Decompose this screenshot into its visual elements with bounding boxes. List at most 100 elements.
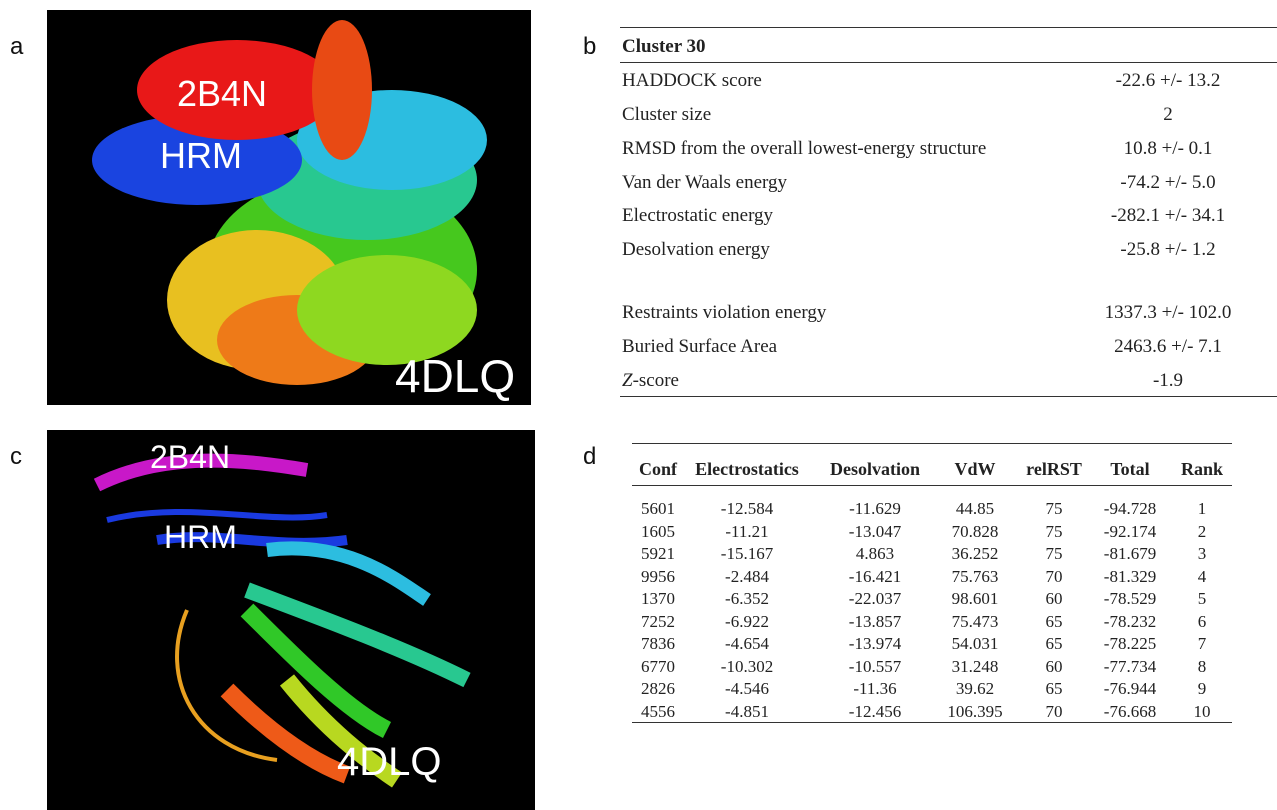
row-label: HADDOCK score	[622, 71, 762, 90]
cell: 36.252	[952, 545, 999, 562]
cell: -76.944	[1104, 680, 1156, 697]
cell: 75	[1046, 545, 1063, 562]
cell: 70	[1046, 568, 1063, 585]
cell: 4	[1198, 568, 1207, 585]
cell: -78.232	[1104, 613, 1156, 630]
cell: -78.529	[1104, 590, 1156, 607]
rule	[620, 62, 1277, 63]
cell: 106.395	[947, 703, 1002, 720]
row-label: Buried Surface Area	[622, 337, 777, 356]
cell: 65	[1046, 635, 1063, 652]
row-label: Cluster size	[622, 105, 711, 124]
image-label: HRM	[160, 135, 242, 176]
column-header: relRST	[1026, 460, 1082, 478]
cell: 70.828	[952, 523, 999, 540]
cell: -11.36	[853, 680, 896, 697]
rule	[620, 396, 1277, 397]
row-value: -22.6 +/- 13.2	[1116, 71, 1221, 90]
column-header: Rank	[1181, 460, 1223, 478]
image-label: 4DLQ	[337, 740, 442, 784]
cell: -12.456	[849, 703, 901, 720]
row-label: Z-score	[622, 371, 679, 390]
cell: 9	[1198, 680, 1207, 697]
cell: -4.851	[725, 703, 769, 720]
cell: 39.62	[956, 680, 994, 697]
cell: -13.047	[849, 523, 901, 540]
cell: -78.225	[1104, 635, 1156, 652]
cell: -77.734	[1104, 658, 1156, 675]
cell: 5601	[641, 500, 675, 517]
cell: -94.728	[1104, 500, 1156, 517]
cell: 10	[1194, 703, 1211, 720]
row-value: 10.8 +/- 0.1	[1124, 139, 1213, 158]
row-label: Restraints violation energy	[622, 303, 826, 322]
image-label: 2B4N	[177, 73, 267, 114]
row-value: 2463.6 +/- 7.1	[1114, 337, 1222, 356]
cell: 75.473	[952, 613, 999, 630]
cell: 54.031	[952, 635, 999, 652]
cell: -22.037	[849, 590, 901, 607]
cell: -4.546	[725, 680, 769, 697]
cell: 60	[1046, 658, 1063, 675]
row-value: -25.8 +/- 1.2	[1120, 240, 1215, 259]
cell: 65	[1046, 613, 1063, 630]
rule	[632, 722, 1232, 723]
cell: -6.352	[725, 590, 769, 607]
cell: 2	[1198, 523, 1207, 540]
cell: -76.668	[1104, 703, 1156, 720]
cell: 1605	[641, 523, 675, 540]
cell: 7836	[641, 635, 675, 652]
panel-label: d	[583, 443, 596, 471]
cell: 44.85	[956, 500, 994, 517]
image-label: 4DLQ	[395, 350, 515, 402]
cell: 75	[1046, 500, 1063, 517]
row-label: Van der Waals energy	[622, 173, 787, 192]
cell: 4556	[641, 703, 675, 720]
cell: -11.21	[725, 523, 768, 540]
column-header: Desolvation	[830, 460, 920, 478]
cell: 7252	[641, 613, 675, 630]
table-title: Cluster 30	[622, 37, 706, 56]
surface-image: 2B4N HRM 4DLQ	[47, 10, 531, 405]
cell: 1	[1198, 500, 1207, 517]
row-value: -74.2 +/- 5.0	[1120, 173, 1215, 192]
cell: 31.248	[952, 658, 999, 675]
rule	[620, 27, 1277, 28]
row-value: 1337.3 +/- 102.0	[1105, 303, 1232, 322]
page: a b c d 2B4N HRM 4DLQ 2B4N HRM 4DLQ Clus…	[0, 0, 1277, 810]
column-header: Total	[1110, 460, 1149, 478]
row-label: Electrostatic energy	[622, 206, 773, 225]
row-label: Desolvation energy	[622, 240, 770, 259]
cell: 70	[1046, 703, 1063, 720]
cell: 5	[1198, 590, 1207, 607]
cell: 2826	[641, 680, 675, 697]
cell: -16.421	[849, 568, 901, 585]
cell: -13.857	[849, 613, 901, 630]
cell: -11.629	[849, 500, 901, 517]
panel-label: c	[10, 443, 22, 471]
cell: 9956	[641, 568, 675, 585]
cell: -13.974	[849, 635, 901, 652]
cell: -92.174	[1104, 523, 1156, 540]
cell: 3	[1198, 545, 1207, 562]
cell: 75	[1046, 523, 1063, 540]
column-header: Electrostatics	[695, 460, 799, 478]
cell: -10.302	[721, 658, 773, 675]
panel-label: a	[10, 33, 23, 61]
cell: -81.679	[1104, 545, 1156, 562]
cell: -6.922	[725, 613, 769, 630]
cell: 98.601	[952, 590, 999, 607]
row-value: 2	[1163, 105, 1173, 124]
cell: 6770	[641, 658, 675, 675]
cell: 60	[1046, 590, 1063, 607]
row-value: -282.1 +/- 34.1	[1111, 206, 1225, 225]
cell: -10.557	[849, 658, 901, 675]
rule	[632, 485, 1232, 486]
row-label: RMSD from the overall lowest-energy stru…	[622, 139, 986, 158]
cell: -12.584	[721, 500, 773, 517]
cell: 4.863	[856, 545, 894, 562]
cell: -15.167	[721, 545, 773, 562]
column-header: Conf	[639, 460, 677, 478]
cell: 5921	[641, 545, 675, 562]
image-label: 2B4N	[150, 439, 230, 475]
